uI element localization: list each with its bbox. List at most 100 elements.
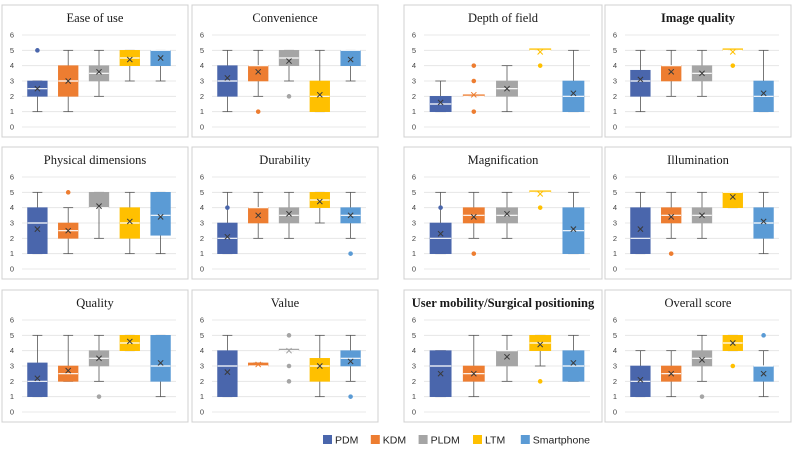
iqr-box: [722, 192, 743, 208]
mean-marker: [224, 233, 231, 240]
mean-marker: [126, 218, 133, 225]
y-tick-label: 4: [200, 61, 204, 70]
y-tick-label: 1: [613, 249, 617, 258]
y-tick-label: 6: [412, 316, 416, 325]
outlier-point: [668, 251, 674, 256]
mean-marker: [96, 203, 102, 210]
y-tick-label: 2: [412, 234, 416, 243]
legend-label: PDM: [335, 435, 358, 447]
outlier-point: [471, 251, 477, 256]
mean-marker: [637, 76, 644, 83]
iqr-box: [630, 207, 651, 254]
y-tick-label: 4: [613, 61, 617, 70]
panel-title: Quality: [76, 296, 114, 310]
box-pdm: [217, 334, 238, 398]
mean-marker: [255, 361, 262, 368]
outlier-point: [730, 63, 736, 68]
box-smartphone: [562, 334, 585, 382]
mean-marker: [96, 355, 102, 362]
y-tick-label: 6: [10, 316, 14, 325]
y-tick-label: 0: [613, 265, 617, 274]
y-tick-label: 3: [10, 219, 14, 228]
iqr-box: [248, 65, 269, 82]
y-tick-label: 4: [613, 346, 617, 355]
box-pdm: [27, 48, 48, 113]
y-tick-label: 4: [200, 203, 204, 212]
iqr-box: [27, 362, 48, 397]
y-tick-label: 3: [10, 77, 14, 86]
box-kdm: [462, 191, 485, 256]
mean-marker: [65, 78, 72, 84]
mean-marker: [729, 48, 736, 55]
mean-marker: [347, 358, 354, 365]
y-tick-label: 6: [613, 173, 617, 182]
box-kdm: [661, 350, 682, 398]
legend-label: KDM: [383, 435, 406, 447]
iqr-box: [150, 335, 171, 382]
mean-marker: [65, 367, 72, 374]
y-tick-label: 0: [613, 408, 617, 417]
box-pldm: [691, 334, 713, 399]
panel-quality: Quality 0 1 2 3 4 5 6: [1, 289, 189, 423]
y-tick-label: 0: [10, 265, 14, 274]
box-pldm: [691, 191, 713, 239]
y-tick-label: 1: [412, 249, 416, 258]
box-pldm: [88, 334, 110, 399]
mean-marker: [437, 370, 444, 377]
box-kdm: [462, 63, 485, 114]
box-pdm: [217, 49, 238, 113]
outlier-point: [730, 363, 736, 369]
panel-title: Depth of field: [468, 11, 539, 25]
mean-marker: [570, 90, 577, 97]
mean-marker: [470, 91, 477, 98]
y-tick-label: 6: [200, 316, 204, 325]
y-tick-label: 1: [200, 249, 204, 258]
legend-label: LTM: [485, 435, 505, 447]
y-tick-label: 6: [412, 31, 416, 40]
outlier-point: [286, 379, 292, 384]
box-pldm: [88, 49, 110, 97]
y-tick-label: 5: [613, 331, 617, 340]
mean-marker: [760, 90, 767, 97]
mean-marker: [286, 347, 292, 354]
y-tick-label: 2: [412, 92, 416, 101]
y-tick-label: 4: [10, 61, 14, 70]
outlier-point: [286, 363, 292, 369]
y-tick-label: 2: [200, 92, 204, 101]
panel-title: Durability: [259, 153, 311, 167]
mean-marker: [729, 193, 736, 200]
y-tick-label: 2: [10, 234, 14, 243]
y-tick-label: 4: [613, 203, 617, 212]
mean-marker: [96, 68, 102, 75]
mean-marker: [437, 230, 444, 237]
outlier-point: [65, 190, 71, 195]
mean-marker: [729, 340, 736, 346]
y-tick-label: 5: [200, 46, 204, 55]
iqr-box: [309, 358, 330, 382]
outlier-point: [348, 394, 353, 399]
y-tick-label: 1: [412, 107, 416, 116]
outlier-point: [471, 63, 477, 68]
iqr-box: [661, 65, 682, 82]
panel-depth-of-field: Depth of field 0 1 2 3 4 5 6: [403, 4, 603, 138]
box-smartphone: [150, 49, 171, 82]
box-kdm: [58, 334, 79, 382]
y-tick-label: 1: [10, 107, 14, 116]
box-ltm: [722, 48, 743, 68]
panel-durability: Durability 0 1 2 3 4 5 6: [191, 146, 379, 280]
box-smartphone: [562, 191, 585, 255]
mean-marker: [286, 58, 292, 65]
legend-swatch: [473, 435, 482, 444]
legend-swatch: [418, 435, 428, 444]
box-kdm: [248, 49, 269, 114]
iqr-box: [217, 350, 238, 397]
y-tick-label: 3: [613, 77, 617, 86]
outlier-point: [471, 109, 477, 114]
box-smartphone: [340, 334, 361, 399]
mean-marker: [668, 68, 675, 75]
y-tick-label: 5: [10, 331, 14, 340]
box-ltm: [119, 49, 140, 82]
box-pdm: [217, 191, 238, 255]
mean-marker: [34, 375, 41, 382]
